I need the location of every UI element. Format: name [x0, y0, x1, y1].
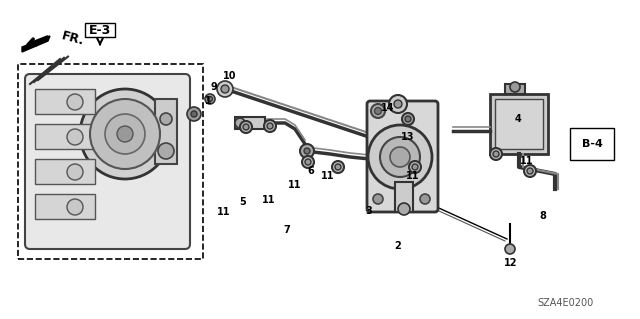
Circle shape	[191, 111, 197, 117]
Circle shape	[67, 164, 83, 180]
Bar	[235, 117, 265, 129]
Circle shape	[374, 108, 381, 115]
Text: 7: 7	[284, 225, 291, 235]
Circle shape	[267, 123, 273, 129]
FancyBboxPatch shape	[25, 74, 190, 249]
FancyBboxPatch shape	[18, 64, 203, 259]
Circle shape	[368, 125, 432, 189]
FancyBboxPatch shape	[85, 23, 115, 37]
Text: 3: 3	[365, 206, 372, 216]
Circle shape	[398, 203, 410, 215]
Circle shape	[205, 94, 215, 104]
Polygon shape	[22, 36, 50, 52]
Text: 6: 6	[308, 166, 314, 176]
Circle shape	[420, 194, 430, 204]
Bar	[505, 84, 525, 94]
Text: B-4: B-4	[582, 139, 602, 149]
Bar	[395, 182, 413, 212]
Circle shape	[105, 114, 145, 154]
Text: 4: 4	[515, 114, 522, 124]
Bar	[35, 124, 95, 149]
Circle shape	[117, 126, 133, 142]
Text: 11: 11	[288, 180, 301, 190]
Bar	[495, 99, 543, 149]
Circle shape	[524, 165, 536, 177]
Text: 11: 11	[217, 207, 231, 217]
Circle shape	[390, 147, 410, 167]
Circle shape	[235, 118, 245, 128]
Circle shape	[490, 148, 502, 160]
Circle shape	[90, 99, 160, 169]
Circle shape	[402, 113, 414, 125]
Circle shape	[187, 107, 201, 121]
Circle shape	[158, 143, 174, 159]
Circle shape	[305, 159, 311, 165]
Text: 1: 1	[205, 96, 211, 106]
Text: 11: 11	[406, 171, 420, 181]
Circle shape	[207, 97, 212, 101]
Bar	[35, 194, 95, 219]
Circle shape	[160, 113, 172, 125]
Bar	[35, 159, 95, 184]
Text: 5: 5	[239, 197, 246, 207]
Circle shape	[405, 116, 411, 122]
Text: 2: 2	[395, 241, 401, 251]
Text: 11: 11	[520, 156, 534, 166]
Circle shape	[380, 137, 420, 177]
Circle shape	[264, 120, 276, 132]
Circle shape	[409, 161, 421, 173]
Bar	[490, 94, 548, 154]
Text: 10: 10	[223, 71, 237, 81]
Text: E-3: E-3	[89, 25, 111, 38]
Circle shape	[332, 161, 344, 173]
Circle shape	[304, 148, 310, 154]
Text: 11: 11	[262, 195, 276, 205]
Text: SZA4E0200: SZA4E0200	[537, 298, 593, 308]
Circle shape	[412, 164, 418, 170]
Circle shape	[373, 194, 383, 204]
Text: 12: 12	[504, 258, 518, 268]
Circle shape	[300, 144, 314, 158]
Text: 13: 13	[401, 132, 415, 142]
Circle shape	[510, 82, 520, 92]
Circle shape	[240, 121, 252, 133]
Circle shape	[371, 104, 385, 118]
Circle shape	[243, 124, 249, 130]
Bar	[35, 89, 95, 114]
Text: 9: 9	[211, 82, 218, 92]
Circle shape	[67, 199, 83, 215]
FancyBboxPatch shape	[367, 101, 438, 212]
Circle shape	[335, 164, 341, 170]
Circle shape	[221, 85, 229, 93]
Text: 11: 11	[321, 171, 335, 181]
Text: 14: 14	[381, 103, 395, 113]
Circle shape	[505, 244, 515, 254]
Circle shape	[217, 81, 233, 97]
Text: FR.: FR.	[60, 30, 86, 48]
Circle shape	[394, 100, 402, 108]
Circle shape	[389, 95, 407, 113]
Circle shape	[302, 156, 314, 168]
Text: 8: 8	[540, 211, 547, 221]
Circle shape	[80, 89, 170, 179]
Circle shape	[67, 94, 83, 110]
Circle shape	[527, 168, 533, 174]
Bar	[155, 99, 177, 164]
Circle shape	[67, 129, 83, 145]
Circle shape	[493, 151, 499, 157]
